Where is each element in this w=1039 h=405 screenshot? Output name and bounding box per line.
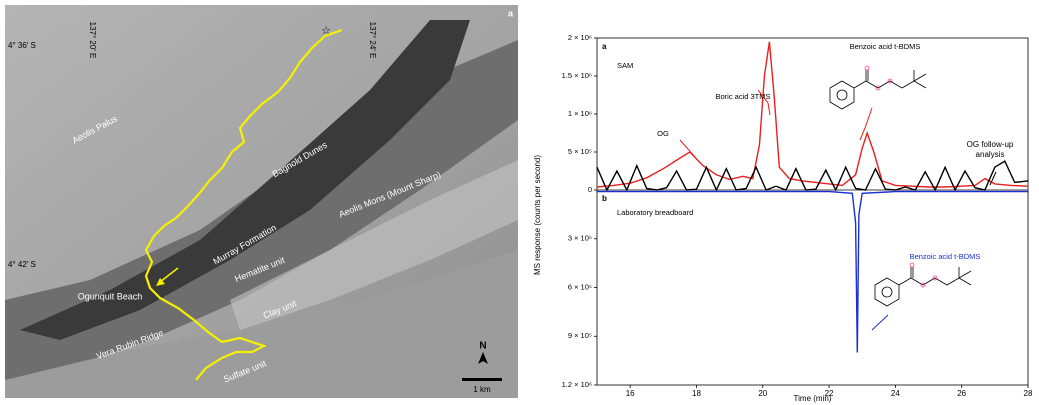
y-tick-label: 5 × 10⁵ (568, 147, 592, 156)
annotation: Boric acid 3TMS (715, 92, 770, 101)
arrow (159, 267, 179, 283)
molecule (829, 65, 927, 110)
map-label: Ogunquit Beach (78, 291, 143, 301)
x-tick-label: 28 (1024, 389, 1033, 398)
y-tick-label: 1 × 10⁶ (568, 109, 592, 118)
y-tick-label: 2 × 10⁶ (568, 33, 592, 42)
panel-label: a (508, 8, 514, 18)
ridge-band (230, 160, 518, 330)
data-line (597, 190, 1028, 353)
map-panel: ☆ a 4° 36′ S 137° 20′ E 137° 24′ E 4° 42… (5, 5, 518, 398)
coord-label: 4° 36′ S (8, 41, 36, 50)
north-label: N (479, 341, 486, 352)
x-tick-label: 24 (891, 389, 900, 398)
north-arrow (478, 352, 488, 364)
y-tick-label: 0 (588, 185, 592, 194)
leader-line (989, 171, 997, 186)
x-axis-title: Time (min) (794, 394, 832, 403)
leader-line (679, 139, 696, 158)
x-tick-label: 20 (758, 389, 767, 398)
panel-title: Laboratory breadboard (617, 208, 693, 217)
coord-label: 137° 24′ E (368, 22, 377, 59)
panel-label: a (602, 42, 607, 51)
start-star: ☆ (321, 25, 331, 37)
molecule (874, 262, 972, 307)
y-tick-label: 3 × 10⁵ (568, 234, 592, 243)
x-tick-label: 18 (692, 389, 701, 398)
panel-label: b (602, 194, 607, 203)
coord-label: 137° 20′ E (88, 22, 97, 59)
plot-frame (596, 37, 1029, 386)
dune-band (20, 20, 470, 340)
data-line (596, 41, 1029, 188)
leader-line (757, 89, 771, 116)
x-tick-label: 16 (626, 389, 635, 398)
annotation: OG follow-up analysis (966, 140, 1014, 159)
panel-title: SAM (617, 61, 633, 70)
scale-label: 1 km (473, 385, 491, 394)
annotation: Benzoic acid t-BDMS (910, 252, 981, 261)
arrow-head (156, 278, 165, 286)
leader-line (871, 314, 889, 331)
chart: 0 5 × 10⁵ 1 × 10⁶ 1.5 × 10⁶ 2 × 10⁶ MS respon… (533, 33, 1033, 403)
rover-traverse (144, 28, 343, 381)
annotation: OG (657, 129, 669, 138)
y-tick-label: 1.5 × 10⁶ (562, 71, 592, 80)
y-axis-title: MS response (counts per second) (533, 155, 542, 275)
coord-label: 4° 42′ S (8, 260, 36, 269)
x-tick-label: 26 (957, 389, 966, 398)
y-tick-label: 6 × 10⁵ (568, 282, 592, 291)
y-tick-label: 9 × 10⁵ (568, 331, 592, 340)
scale-bar (462, 378, 502, 381)
y-tick-label: 1.2 × 10⁶ (562, 380, 592, 389)
annotation: Benzoic acid t-BDMS (850, 42, 921, 51)
x-tick-label: 22 (825, 389, 834, 398)
sulfate-terrain (5, 250, 518, 398)
leader-line (859, 107, 873, 141)
